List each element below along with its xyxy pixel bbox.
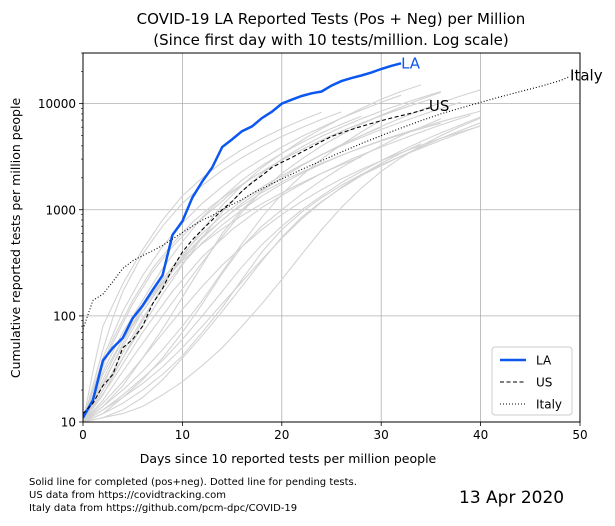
background-series-line (83, 156, 362, 422)
y-axis-label: Cumulative reported tests per million pe… (8, 98, 23, 379)
background-series-line (83, 110, 481, 422)
background-series-line (83, 125, 481, 422)
background-series-line (83, 111, 342, 422)
background-series-line (83, 125, 481, 422)
x-axis-label: Days since 10 reported tests per million… (140, 451, 437, 466)
series-line-us (83, 106, 432, 414)
x-tick-label: 10 (175, 428, 190, 442)
legend-label-la: LA (536, 354, 552, 368)
legend-label-italy: Italy (536, 398, 562, 412)
plot-frame (82, 52, 581, 423)
x-tick-label: 30 (374, 428, 389, 442)
background-series-line (83, 91, 441, 422)
y-tick-label: 10 (61, 416, 76, 430)
chart-title-line2: (Since first day with 10 tests/million. … (153, 31, 508, 49)
x-tick-label: 20 (274, 428, 289, 442)
annotation-la: LA (401, 54, 421, 72)
background-series-line (83, 118, 442, 422)
background-series-line (83, 143, 422, 422)
background-series-line (83, 90, 441, 422)
legend-label-us: US (536, 376, 552, 390)
background-series-line (83, 114, 471, 422)
background-series-line (83, 116, 481, 422)
background-series-line (83, 104, 412, 422)
x-tick-label: 50 (572, 428, 587, 442)
x-tick-label: 40 (473, 428, 488, 442)
x-tick-label: 0 (79, 428, 87, 442)
plot-area: 0 10 20 30 40 5010100100010000LAUSItalyLAUSIt… (38, 52, 603, 442)
background-series-line (83, 111, 322, 422)
footnote-line-1: Solid line for completed (pos+neg). Dott… (29, 477, 357, 488)
footnote-line-2: US data from https://covidtracking.com (29, 490, 226, 501)
y-tick-label: 1000 (45, 203, 76, 217)
background-series-line (83, 84, 422, 422)
y-tick-label: 10000 (38, 97, 76, 111)
date-label: 13 Apr 2020 (459, 488, 565, 508)
background-series-line (83, 119, 382, 422)
background-series-line (83, 94, 402, 422)
series-line-la (83, 62, 402, 419)
background-series-line (83, 117, 481, 422)
annotation-us: US (429, 97, 450, 115)
series-line-italy (83, 75, 571, 330)
footnote-line-3: Italy data from https://github.com/pcm-d… (29, 503, 298, 514)
background-series-group (83, 84, 481, 422)
chart-title-line1: COVID-19 LA Reported Tests (Pos + Neg) p… (137, 10, 526, 28)
y-tick-label: 100 (53, 309, 76, 323)
legend-box (491, 346, 573, 416)
background-series-line (83, 122, 441, 422)
annotation-italy: Italy (570, 66, 603, 84)
